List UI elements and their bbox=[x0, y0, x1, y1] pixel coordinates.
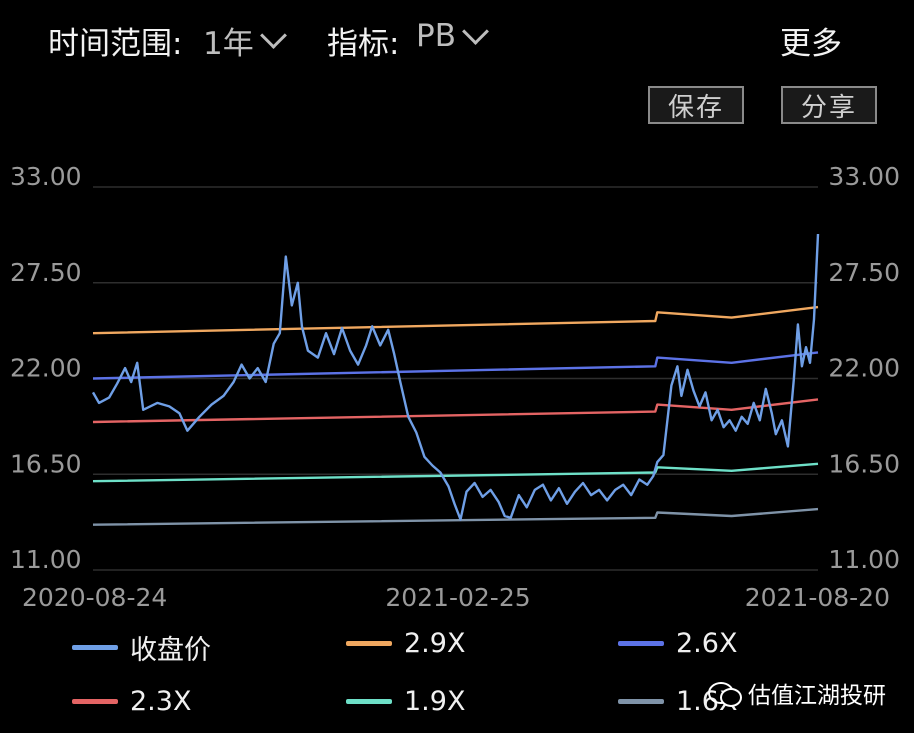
legend-label: 收盘价 bbox=[130, 635, 211, 666]
time-range-value: 1年 bbox=[203, 26, 254, 62]
time-range-dropdown[interactable]: 1年 bbox=[203, 18, 287, 63]
x-tick-label: 2021-02-25 bbox=[385, 583, 530, 612]
legend-swatch bbox=[618, 641, 664, 646]
legend-label: 2.3X bbox=[130, 686, 192, 717]
legend-swatch bbox=[72, 645, 118, 650]
y-tick-label-right: 22.00 bbox=[828, 354, 900, 383]
metric-label: 指标: bbox=[327, 26, 400, 62]
series-line bbox=[91, 233, 820, 521]
y-tick-label-left: 11.00 bbox=[10, 545, 82, 574]
more-button[interactable]: 更多 bbox=[780, 26, 842, 62]
legend-item[interactable]: 1.9X bbox=[346, 686, 465, 717]
legend-item[interactable]: 收盘价 bbox=[72, 628, 211, 667]
time-range-label: 时间范围: bbox=[48, 26, 183, 62]
y-tick-label-right: 11.00 bbox=[828, 545, 900, 574]
y-tick-label-left: 16.50 bbox=[10, 449, 82, 478]
y-tick-label-left: 33.00 bbox=[10, 162, 82, 191]
y-tick-label-left: 27.50 bbox=[10, 258, 82, 287]
series-line bbox=[92, 351, 819, 380]
y-tick-label-right: 33.00 bbox=[828, 162, 900, 191]
legend-swatch bbox=[72, 699, 118, 704]
share-button[interactable]: 分享 bbox=[781, 86, 877, 124]
metric-dropdown[interactable]: PB bbox=[416, 17, 489, 54]
toolbar: 时间范围: 1年 指标: PB 更多 bbox=[0, 0, 914, 80]
legend-label: 1.9X bbox=[404, 686, 466, 717]
series-line bbox=[92, 398, 819, 424]
legend-item[interactable]: 2.9X bbox=[346, 628, 465, 659]
series-line bbox=[92, 305, 819, 335]
watermark-text: 估值江湖投研 bbox=[748, 683, 886, 709]
legend-label: 2.6X bbox=[676, 628, 738, 659]
series-line bbox=[92, 507, 819, 526]
metric-value: PB bbox=[416, 18, 456, 54]
y-tick-label-left: 22.00 bbox=[10, 354, 82, 383]
x-tick-label: 2021-08-20 bbox=[745, 583, 890, 612]
legend-item[interactable]: 2.3X bbox=[72, 686, 191, 717]
y-tick-label-right: 16.50 bbox=[828, 449, 900, 478]
save-button[interactable]: 保存 bbox=[648, 86, 744, 124]
legend-label: 2.9X bbox=[404, 628, 466, 659]
legend-swatch bbox=[346, 699, 392, 704]
legend-swatch bbox=[618, 699, 664, 704]
legend-swatch bbox=[346, 641, 392, 646]
y-tick-label-right: 27.50 bbox=[828, 258, 900, 287]
watermark: 估值江湖投研 bbox=[708, 676, 886, 710]
x-tick-label: 2020-08-24 bbox=[22, 583, 167, 612]
wechat-icon bbox=[708, 680, 742, 707]
legend-item[interactable]: 2.6X bbox=[618, 628, 737, 659]
pb-band-chart: 33.00 33.00 27.50 27.50 22.00 22.00 16.50 16.50… bbox=[10, 162, 900, 612]
series-line bbox=[92, 462, 819, 483]
